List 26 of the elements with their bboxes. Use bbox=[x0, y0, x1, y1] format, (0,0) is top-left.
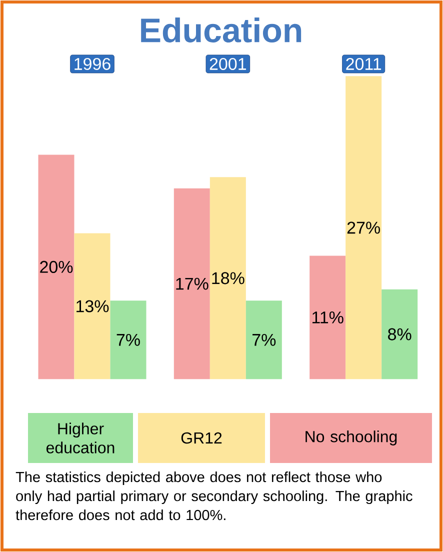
text: Higher education bbox=[46, 422, 114, 454]
bar bbox=[174, 188, 210, 380]
bar bbox=[346, 76, 382, 380]
text: The statistics depicted above does not reflect those who only had partial primary or secondary schooling. The graphic therefore does not add to 100%. bbox=[16, 472, 412, 520]
data-label: 27% bbox=[347, 222, 380, 234]
bar bbox=[110, 300, 146, 380]
data-label: 13% bbox=[76, 300, 109, 312]
text: GR12 bbox=[181, 432, 222, 444]
bar bbox=[74, 233, 110, 380]
data-label: 7% bbox=[116, 334, 140, 346]
data-label: 7% bbox=[252, 334, 276, 346]
text: No schooling bbox=[306, 430, 397, 446]
bar bbox=[246, 300, 282, 380]
data-label: 20% bbox=[40, 260, 73, 273]
bar bbox=[310, 256, 346, 380]
bar bbox=[210, 177, 246, 380]
x-tick-label: 2001 bbox=[210, 58, 246, 70]
bar bbox=[38, 154, 74, 380]
data-label: 17% bbox=[176, 278, 208, 290]
data-label: 18% bbox=[212, 272, 244, 284]
bar bbox=[382, 289, 418, 380]
data-label: 8% bbox=[388, 328, 412, 340]
x-tick-label: 1996 bbox=[74, 58, 110, 70]
chart-title: Education bbox=[141, 18, 302, 42]
x-tick-label: 2011 bbox=[346, 58, 382, 70]
data-label: 11% bbox=[312, 312, 344, 324]
